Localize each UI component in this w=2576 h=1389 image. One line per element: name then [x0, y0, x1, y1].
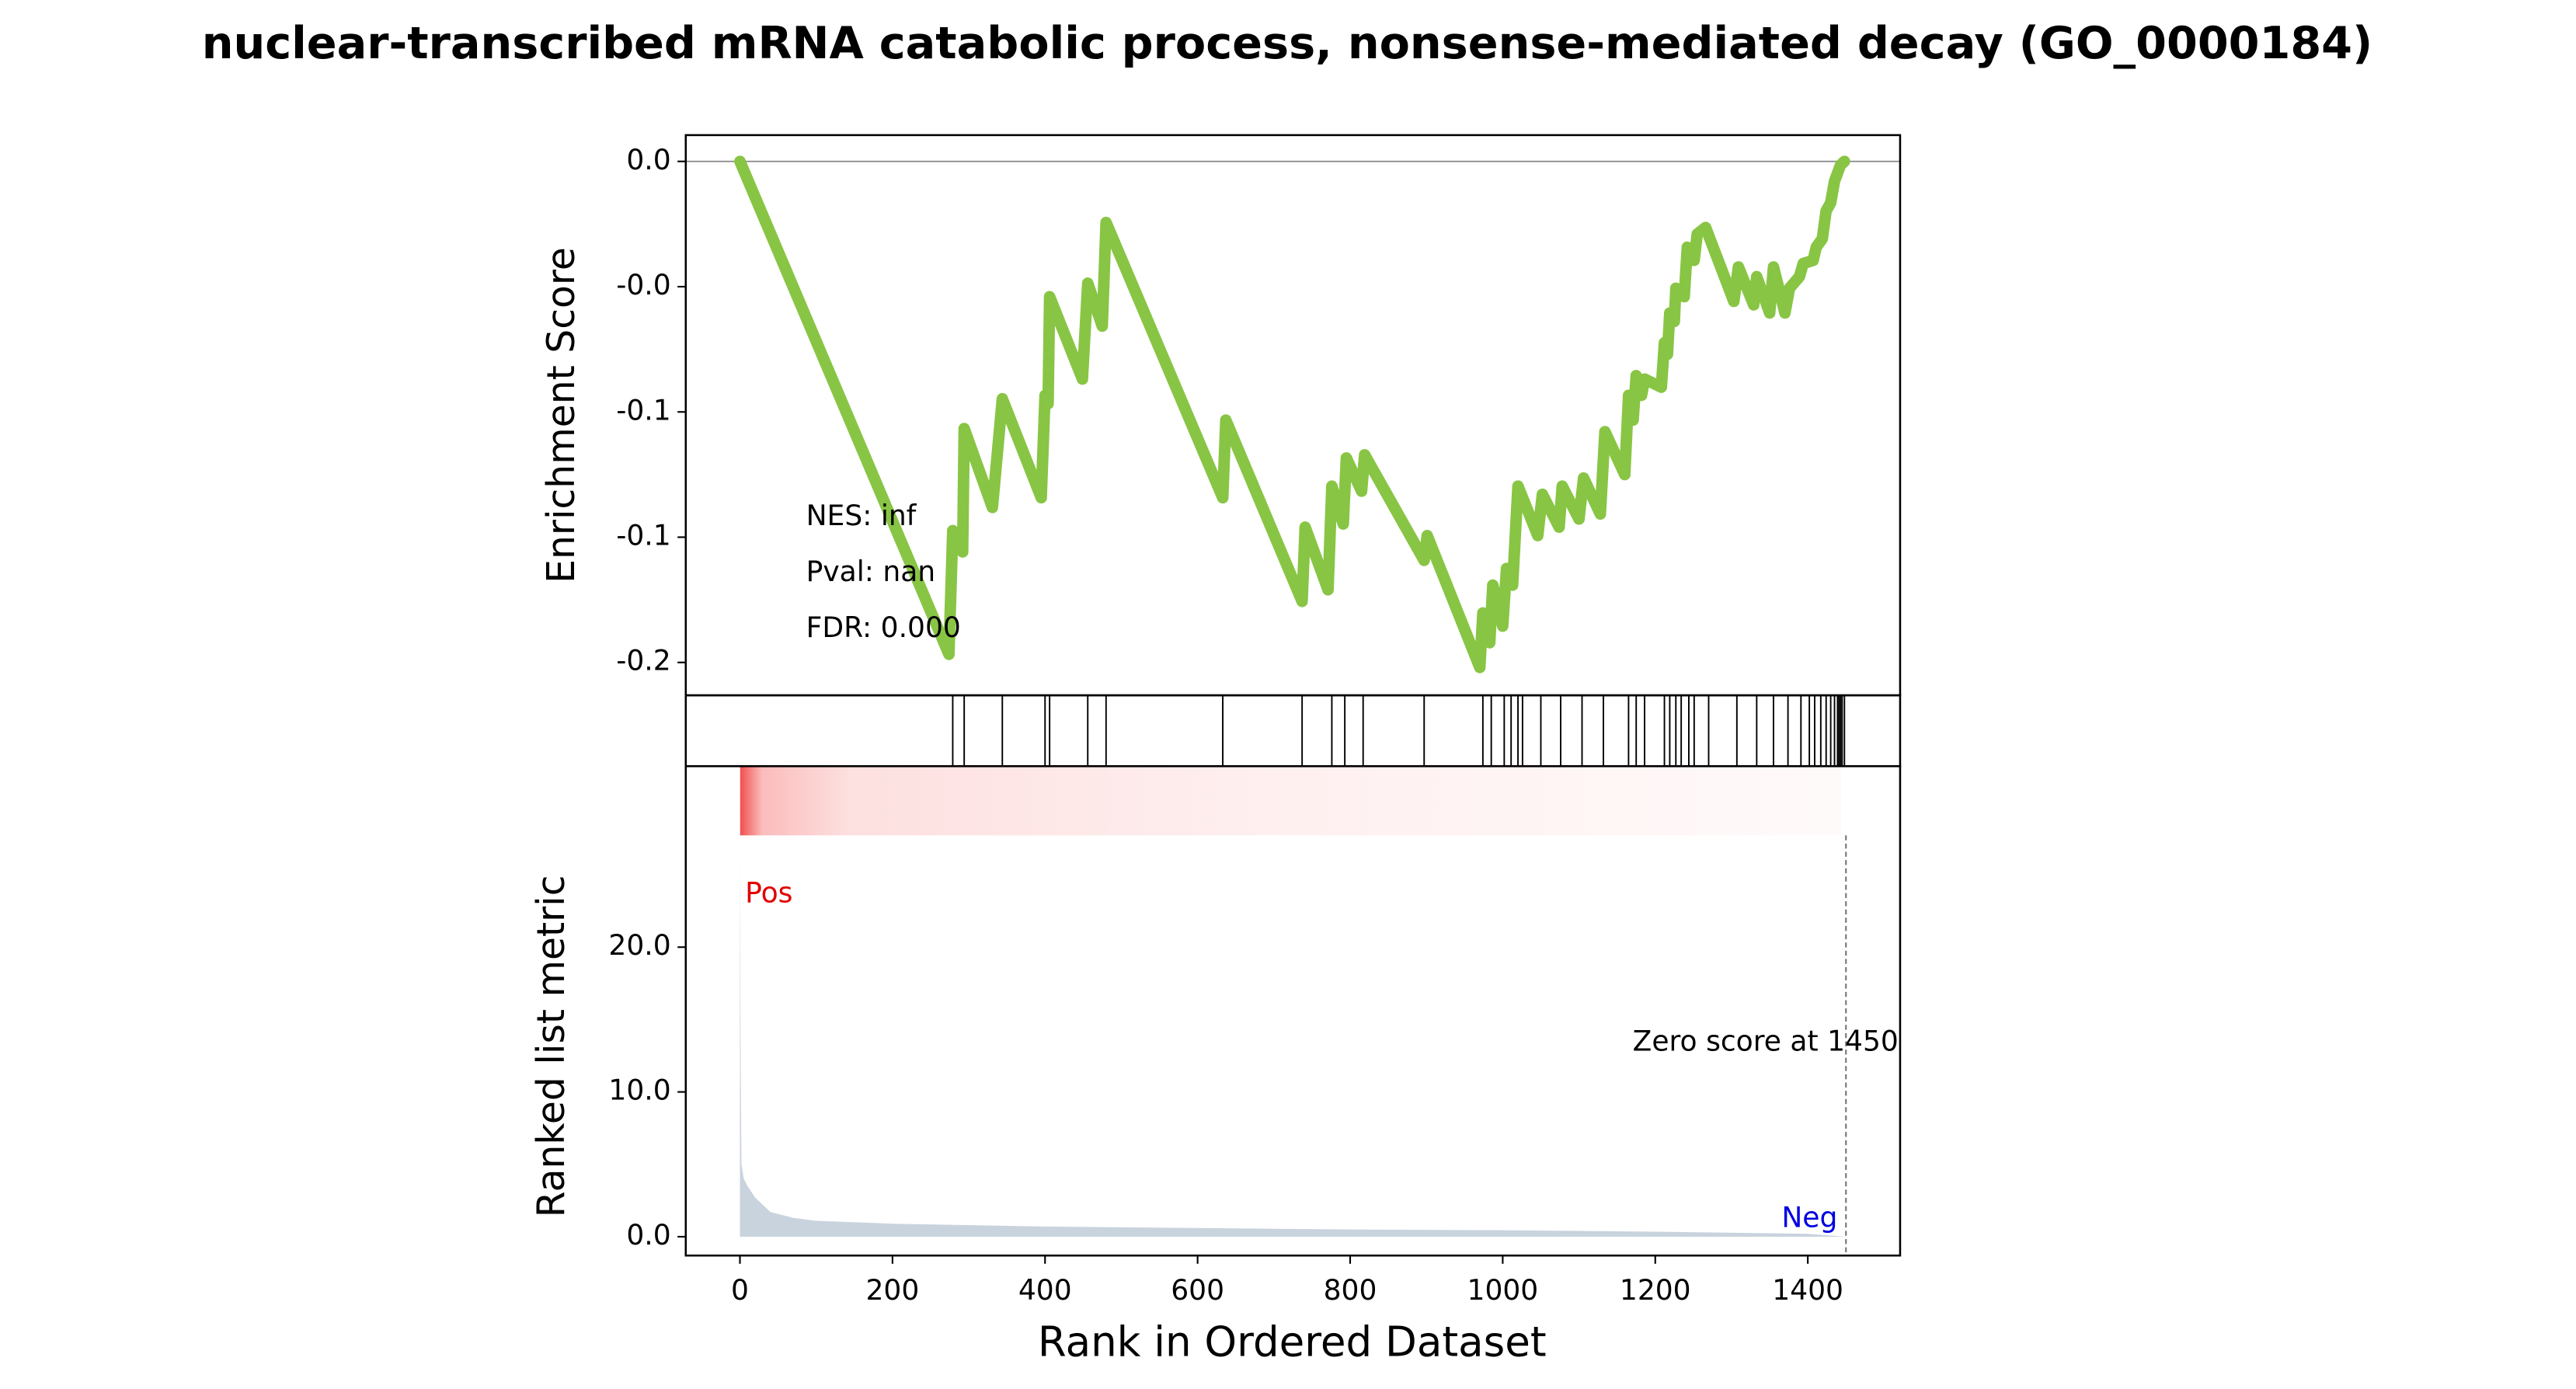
y-axis-label: Enrichment Score: [539, 247, 583, 583]
y-axis-label: Ranked list metric: [529, 875, 573, 1217]
x-tick-label: 600: [1171, 1274, 1224, 1307]
y-tick-label: 20.0: [608, 929, 670, 962]
x-tick-label: 0: [731, 1274, 749, 1307]
zero-score-label: Zero score at 1450: [1633, 1025, 1899, 1058]
y-tick-label: 10.0: [608, 1074, 670, 1107]
x-axis-label: Rank in Ordered Dataset: [1038, 1318, 1547, 1366]
y-tick-label: 0.0: [626, 1219, 670, 1251]
y-tick-label: 0.0: [626, 144, 670, 176]
y-tick-label: -0.1: [616, 394, 670, 426]
annotation: FDR: 0.000: [806, 611, 961, 644]
y-tick-label: -0.1: [616, 519, 670, 552]
chart-title: nuclear-transcribed mRNA catabolic proce…: [202, 17, 2372, 69]
x-tick-label: 1000: [1467, 1274, 1539, 1307]
rank-heatmap: [740, 766, 1841, 836]
y-tick-label: -0.0: [616, 269, 670, 301]
x-tick-label: 200: [865, 1274, 919, 1307]
x-tick-label: 1200: [1620, 1274, 1691, 1307]
neg-label: Neg: [1781, 1202, 1837, 1234]
x-tick-label: 400: [1018, 1274, 1072, 1307]
annotation: Pval: nan: [806, 555, 936, 588]
pos-label: Pos: [745, 877, 792, 910]
metric-frame: [684, 764, 1902, 1257]
enrichment-line: [734, 155, 1850, 674]
x-tick-label: 800: [1324, 1274, 1377, 1307]
annotation: NES: inf: [806, 500, 917, 532]
hits-frame: [684, 694, 1902, 768]
x-tick-label: 1400: [1772, 1274, 1843, 1307]
y-tick-label: -0.2: [616, 645, 670, 677]
